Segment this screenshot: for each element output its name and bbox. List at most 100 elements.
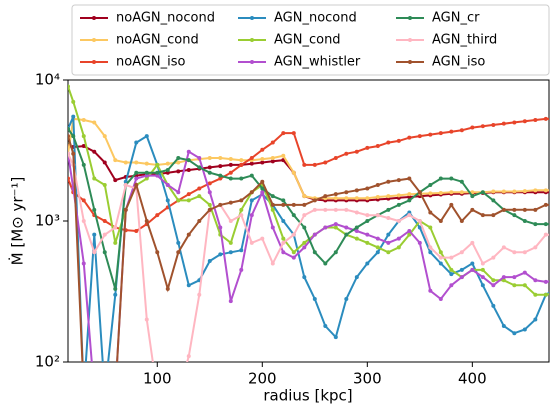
data-point	[197, 292, 202, 297]
data-point	[207, 165, 212, 170]
data-point	[501, 324, 506, 329]
data-point	[512, 120, 517, 125]
data-point	[302, 225, 307, 230]
data-point	[480, 124, 485, 129]
data-point	[512, 275, 517, 280]
data-point	[186, 149, 191, 154]
data-point	[260, 160, 265, 165]
data-point	[438, 296, 443, 301]
data-point	[449, 283, 454, 288]
data-point	[396, 236, 401, 241]
x-axis-label: radius [kpc]	[263, 387, 352, 405]
data-point	[249, 155, 254, 160]
legend-label: AGN_cond	[274, 33, 341, 48]
data-point	[228, 250, 233, 255]
data-point	[491, 213, 496, 218]
data-point	[113, 240, 118, 245]
data-point	[396, 202, 401, 207]
data-point	[323, 261, 328, 266]
data-point	[407, 194, 412, 199]
data-point	[428, 191, 433, 196]
data-point	[396, 178, 401, 183]
data-point	[186, 232, 191, 237]
data-point	[302, 202, 307, 207]
data-point	[92, 149, 97, 154]
data-point	[197, 186, 202, 191]
data-point	[438, 250, 443, 255]
data-point	[344, 207, 349, 212]
data-point	[103, 391, 107, 395]
data-point	[365, 196, 370, 201]
data-point	[144, 219, 149, 223]
data-point	[480, 213, 485, 218]
data-point	[396, 138, 401, 143]
data-point	[176, 155, 181, 160]
data-point	[81, 219, 86, 223]
data-point	[228, 170, 233, 175]
data-point	[228, 162, 233, 167]
data-point	[166, 391, 170, 395]
data-point	[491, 189, 496, 194]
data-point	[134, 160, 139, 165]
data-point	[249, 198, 254, 203]
data-point	[480, 275, 485, 280]
data-point	[522, 189, 527, 194]
data-point	[354, 149, 359, 154]
data-point	[522, 250, 527, 255]
series-line	[68, 153, 549, 362]
data-point	[291, 131, 296, 136]
data-point	[197, 165, 202, 170]
data-point	[312, 207, 317, 212]
y-tick-label: 10³	[35, 212, 60, 230]
legend-label: AGN_nocond	[274, 11, 357, 26]
x-tick-label: 300	[353, 370, 382, 388]
data-point	[344, 190, 349, 195]
data-point	[155, 162, 160, 167]
data-point	[165, 161, 170, 166]
data-point	[218, 225, 223, 230]
data-point	[239, 162, 244, 167]
data-point	[113, 158, 118, 163]
data-point	[438, 176, 443, 181]
data-point	[113, 292, 118, 297]
data-point	[71, 134, 76, 139]
data-point	[113, 286, 118, 291]
data-point	[113, 391, 117, 395]
legend-swatch-marker	[250, 16, 254, 20]
data-point	[186, 167, 191, 172]
data-point	[144, 176, 149, 181]
data-point	[81, 162, 86, 167]
data-point	[333, 250, 338, 255]
data-point	[375, 250, 380, 255]
data-point	[501, 275, 506, 280]
data-point	[428, 288, 433, 293]
data-point	[68, 151, 70, 156]
data-point	[218, 155, 223, 160]
data-point	[480, 283, 485, 288]
data-point	[522, 207, 527, 212]
data-point	[312, 232, 317, 237]
y-tick-label: 10²	[35, 353, 60, 371]
data-point	[323, 194, 328, 199]
legend-swatch-marker	[408, 60, 412, 64]
data-point	[386, 240, 391, 245]
data-point	[543, 292, 548, 297]
series-line	[68, 116, 549, 362]
data-point	[522, 219, 527, 223]
data-point	[291, 250, 296, 255]
data-point	[323, 225, 328, 230]
data-point	[270, 202, 275, 207]
data-point	[281, 240, 286, 245]
data-point	[92, 120, 97, 125]
data-point	[470, 194, 475, 199]
data-point	[155, 213, 160, 218]
data-point	[281, 198, 286, 203]
data-point	[449, 267, 454, 272]
data-point	[459, 190, 464, 195]
plot-frame	[67, 79, 550, 363]
data-point	[417, 190, 422, 195]
data-point	[291, 170, 296, 175]
data-point	[113, 391, 117, 395]
data-point	[102, 183, 107, 188]
data-point	[103, 391, 107, 395]
